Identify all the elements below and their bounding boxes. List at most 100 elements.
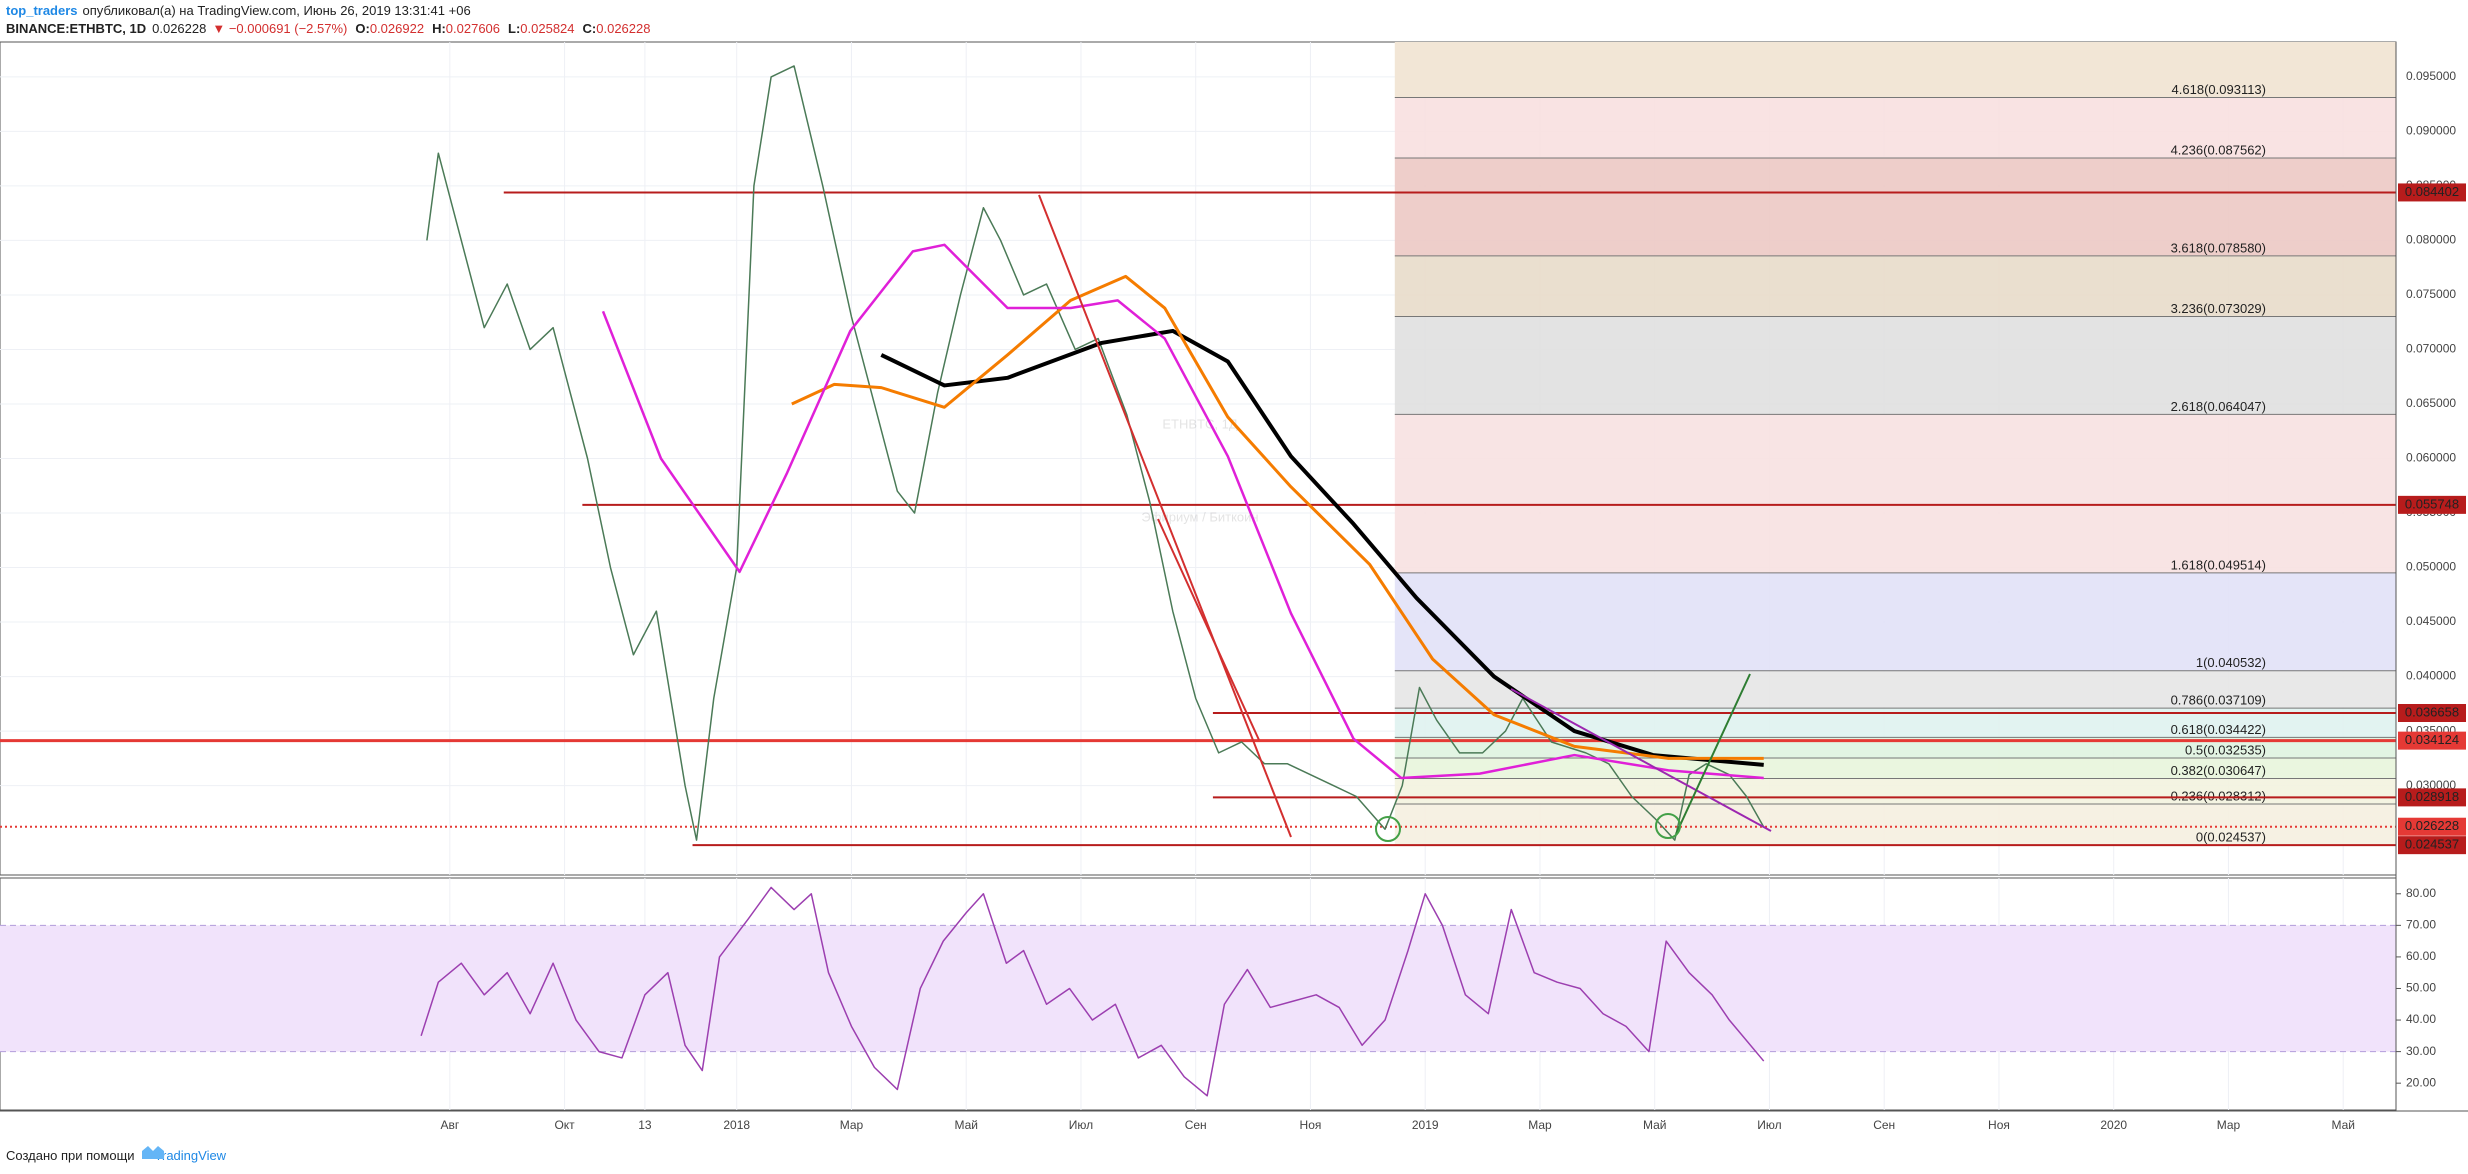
x-tick-label: 2020 <box>2100 1118 2127 1132</box>
fib-label: 1(0.040532) <box>2196 655 2266 670</box>
x-tick-label: Авг <box>440 1118 459 1132</box>
price-tag <box>2398 731 2466 750</box>
price-tag <box>2398 495 2466 514</box>
footer-brand[interactable]: TradingView <box>155 1148 227 1163</box>
x-tick-label: Июл <box>1757 1118 1781 1132</box>
fib-zone <box>1394 803 2396 846</box>
y-tick-label: 0.045000 <box>2406 614 2456 628</box>
price-tag-label: 0.024537 <box>2405 837 2459 852</box>
y-tick-label: 0.060000 <box>2406 451 2456 465</box>
y-tick-label: 0.065000 <box>2406 396 2456 410</box>
rsi-tick-label: 20.00 <box>2406 1075 2436 1089</box>
series-line <box>426 65 1765 841</box>
x-tick-label: Сен <box>1185 1118 1207 1132</box>
fib-zone <box>1394 316 2396 415</box>
ohlc-label: H: <box>432 21 446 36</box>
y-tick-label: 0.040000 <box>2406 669 2456 683</box>
fib-label: 4.236(0.087562) <box>2171 142 2266 157</box>
rsi-band <box>0 925 2396 1052</box>
rsi-line <box>420 886 1765 1097</box>
fib-label: 0.236(0.028312) <box>2171 788 2266 803</box>
fib-label: 0(0.024537) <box>2196 830 2266 845</box>
price-tag-label: 0.084402 <box>2405 184 2459 199</box>
price-tag <box>2398 788 2466 807</box>
ohlc-value: 0.025824 <box>520 21 574 36</box>
last-price: 0.026228 <box>152 21 206 36</box>
fib-label: 0.786(0.037109) <box>2171 693 2266 708</box>
footer: Создано при помощи TradingView <box>6 1148 227 1163</box>
ohlc: O:0.026922 H:0.027606 L:0.025824 C:0.026228 <box>355 21 650 36</box>
trend-line <box>1157 518 1260 741</box>
trend-line <box>1038 194 1292 838</box>
series-line <box>880 328 1764 767</box>
y-tick-label: 0.030000 <box>2406 778 2456 792</box>
rsi-tick-label: 50.00 <box>2406 981 2436 995</box>
fib-zone <box>1394 414 2396 573</box>
price-tag-label: 0.028918 <box>2405 789 2459 804</box>
fib-label: 3.236(0.073029) <box>2171 301 2266 316</box>
y-tick-label: 0.075000 <box>2406 287 2456 301</box>
x-tick-label: Май <box>954 1118 978 1132</box>
x-tick-label: Окт <box>554 1118 575 1132</box>
x-tick-label: Мар <box>1528 1118 1552 1132</box>
change: ▼ −0.000691 (−2.57%) <box>212 21 347 36</box>
ohlc-label: C: <box>583 21 597 36</box>
price-tag-label: 0.055748 <box>2405 496 2459 511</box>
price-tag <box>2398 817 2466 836</box>
fib-label: 0.382(0.030647) <box>2171 763 2266 778</box>
ohlc-label: O: <box>355 21 369 36</box>
rsi-tick-label: 40.00 <box>2406 1012 2436 1026</box>
fib-zone <box>1394 572 2396 671</box>
fib-label: 3.618(0.078580) <box>2171 240 2266 255</box>
fib-label: 4.618(0.093113) <box>2172 82 2266 97</box>
fib-zone <box>1394 157 2396 256</box>
x-tick-label: Мар <box>2217 1118 2241 1132</box>
y-tick-label: 0.050000 <box>2406 560 2456 574</box>
fib-label: 2.618(0.064047) <box>2171 399 2266 414</box>
y-tick-label: 0.095000 <box>2406 69 2456 83</box>
marker-circle <box>1375 816 1401 842</box>
x-tick-label: Май <box>2331 1118 2355 1132</box>
rsi-tick-label: 70.00 <box>2406 918 2436 932</box>
price-tag <box>2398 183 2466 202</box>
ohlc-value: 0.027606 <box>446 21 500 36</box>
x-tick-label: Мар <box>840 1118 864 1132</box>
rsi-tick-label: 80.00 <box>2406 886 2436 900</box>
published: опубликовал(а) на TradingView.com, Июнь … <box>83 3 471 18</box>
y-tick-label: 0.090000 <box>2406 124 2456 138</box>
fib-zone <box>1394 97 2396 158</box>
price-tag-label: 0.034124 <box>2405 732 2459 747</box>
tv-logo <box>142 1146 164 1159</box>
trend-line <box>1675 673 1751 835</box>
x-tick-label: Июл <box>1069 1118 1093 1132</box>
x-tick-label: 2018 <box>723 1118 750 1132</box>
price-tag-label: 0.036658 <box>2405 704 2459 719</box>
trend-line <box>1510 688 1772 832</box>
watermark-subtitle: Эфириум / Биткоин <box>1141 509 1258 524</box>
series-line <box>791 274 1764 760</box>
series-line <box>601 243 1764 780</box>
price-tag-label: 0.026228 <box>2405 818 2459 833</box>
fib-label: 1.618(0.049514) <box>2171 557 2266 572</box>
price-tag <box>2398 704 2466 723</box>
x-tick-label: Ноя <box>1300 1118 1322 1132</box>
ohlc-label: L: <box>508 21 520 36</box>
publish-line: top_traders опубликовал(а) на TradingView… <box>6 3 471 18</box>
fib-zone <box>1394 670 2396 709</box>
panes: Авг Окт 13 2018 Мар Май Июл Сен Ноя 2019 Мар Май Июл… <box>0 41 2468 1132</box>
price-tag <box>2398 836 2466 855</box>
symbol-line: BINANCE:ETHBTC, 1D 0.026228 ▼ −0.000691 (−… <box>6 21 650 36</box>
x-tick-label: Май <box>1643 1118 1667 1132</box>
x-tick-label: 13 <box>638 1118 652 1132</box>
watermark: ETHBTC, 1Д <box>1162 416 1237 431</box>
x-tick-label: 2019 <box>1412 1118 1439 1132</box>
rsi-tick-label: 30.00 <box>2406 1044 2436 1058</box>
fib-label: 0.5(0.032535) <box>2185 742 2266 757</box>
x-tick-label: Ноя <box>1988 1118 2010 1132</box>
fib-zone <box>1394 42 2396 98</box>
y-tick-label: 0.080000 <box>2406 233 2456 247</box>
fib-zone <box>1394 778 2396 804</box>
footer-text: Создано при помощи <box>6 1148 135 1163</box>
marker-circle <box>1655 813 1681 839</box>
user[interactable]: top_traders <box>6 3 78 18</box>
